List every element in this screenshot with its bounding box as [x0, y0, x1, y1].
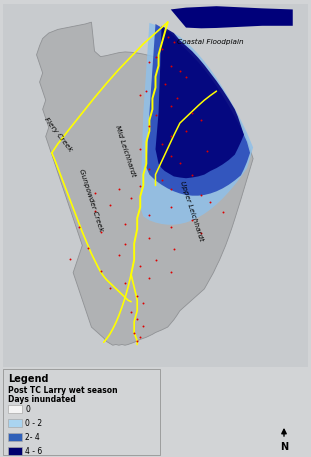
Text: Upper Leichhardt: Upper Leichhardt	[179, 180, 205, 242]
Polygon shape	[37, 22, 253, 345]
Text: Fiery Creek: Fiery Creek	[43, 117, 73, 153]
Bar	[3, 369, 160, 455]
Text: N: N	[280, 442, 288, 452]
Polygon shape	[140, 23, 253, 225]
Bar	[8, 447, 22, 455]
Text: Coastal Floodplain: Coastal Floodplain	[177, 39, 244, 45]
Bar	[8, 433, 22, 441]
Text: 0 - 2: 0 - 2	[25, 419, 42, 427]
Text: Gunpowder Creek: Gunpowder Creek	[78, 168, 104, 232]
Bar	[8, 405, 22, 413]
Polygon shape	[171, 6, 293, 28]
Text: Days inundated: Days inundated	[8, 395, 76, 404]
Text: Legend: Legend	[8, 374, 49, 384]
Text: Mid Leichhardt: Mid Leichhardt	[114, 124, 136, 178]
Bar	[8, 419, 22, 427]
Bar	[3, 4, 308, 367]
Text: 4 - 6: 4 - 6	[25, 446, 42, 456]
Polygon shape	[146, 24, 250, 196]
Text: 0: 0	[25, 404, 30, 414]
Text: Post TC Larry wet season: Post TC Larry wet season	[8, 386, 118, 395]
Text: 2- 4: 2- 4	[25, 432, 40, 441]
Polygon shape	[156, 26, 244, 178]
